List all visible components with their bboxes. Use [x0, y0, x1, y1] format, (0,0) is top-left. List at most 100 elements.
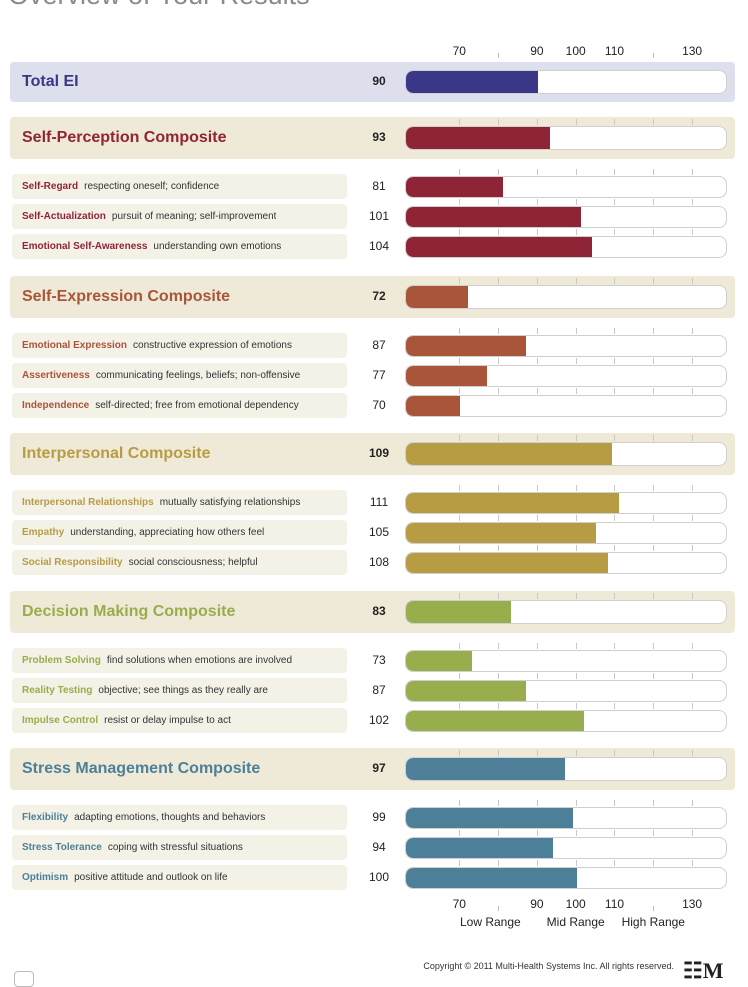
axis-tick-bottom-100: 100: [565, 897, 586, 911]
score-self-regard: 81: [372, 178, 386, 193]
grid-mark-reality-testing-90: [536, 672, 538, 679]
grid-mark-stress-management-composite-120: [653, 750, 655, 756]
grid-mark-optimism-130: [692, 859, 694, 866]
grid-mark-reality-testing-80: [498, 672, 500, 679]
grid-mark-empathy-130: [692, 514, 694, 521]
grid-mark-self-regard-90: [536, 168, 538, 175]
grid-mark-optimism-110: [614, 859, 616, 866]
row-desc-self-regard: respecting oneself; confidence: [84, 181, 220, 192]
bar-emotional-expression: [406, 335, 527, 356]
grid-mark-emotional-expression-100: [575, 327, 577, 334]
grid-mark-decision-making-composite-100: [575, 593, 577, 599]
grid-mark-reality-testing-120: [653, 672, 655, 679]
bar-social-responsibility: [406, 552, 608, 573]
grid-mark-independence-70: [459, 387, 461, 394]
bar-track-self-regard: [405, 175, 727, 198]
grid-mark-reality-testing-110: [614, 672, 616, 679]
row-bg-emotional-self-awareness: [12, 234, 347, 259]
row-bg-interpersonal-relationships: [12, 490, 347, 515]
row-bg-independence: [12, 393, 347, 418]
row-bg-flexibility: [12, 805, 347, 830]
row-bg-optimism: [12, 865, 347, 890]
grid-mark-decision-making-composite-80: [498, 593, 500, 599]
grid-mark-assertiveness-120: [653, 357, 655, 364]
bar-track-independence: [405, 394, 727, 417]
row-name-interpersonal-composite: Interpersonal Composite: [22, 445, 211, 462]
grid-mark-decision-making-composite-120: [653, 593, 655, 599]
bar-self-expression-composite: [406, 286, 469, 308]
row-name-stress-management-composite: Stress Management Composite: [22, 760, 261, 777]
row-name-self-perception-composite: Self-Perception Composite: [22, 129, 227, 146]
grid-mark-emotional-self-awareness-120: [653, 228, 655, 235]
grid-mark-empathy-100: [575, 514, 577, 521]
row-name-social-responsibility: Social Responsibility: [22, 557, 123, 568]
grid-mark-interpersonal-composite-120: [653, 435, 655, 441]
grid-mark-self-perception-composite-80: [498, 119, 500, 125]
row-bg-problem-solving: [12, 648, 347, 673]
grid-mark-stress-management-composite-80: [498, 750, 500, 756]
grid-mark-impulse-control-90: [536, 702, 538, 709]
row-name-empathy: Empathy: [22, 527, 65, 538]
grid-mark-flexibility-110: [614, 799, 616, 806]
grid-mark-problem-solving-90: [536, 642, 538, 649]
grid-mark-stress-management-composite-110: [614, 750, 616, 756]
grid-mark-empathy-70: [459, 514, 461, 521]
copyright-text: Copyright © 2011 Multi-Health Systems In…: [423, 961, 674, 971]
axis-tick-top-70: 70: [452, 44, 466, 58]
grid-mark-flexibility-100: [575, 799, 577, 806]
row-bg-empathy: [12, 520, 347, 545]
axis-tick-top-90: 90: [530, 44, 544, 58]
row-label-social-responsibility: Social Responsibility social consciousnes…: [22, 550, 258, 575]
grid-mark-decision-making-composite-90: [536, 593, 538, 599]
row-desc-empathy: understanding, appreciating how others f…: [70, 527, 265, 538]
grid-mark-interpersonal-composite-90: [536, 435, 538, 441]
page-corner-icon: [14, 971, 34, 987]
logo-mark-icon: ☷: [683, 958, 703, 983]
grid-mark-emotional-expression-90: [536, 327, 538, 334]
row-name-stress-tolerance: Stress Tolerance: [22, 842, 102, 853]
row-name-flexibility: Flexibility: [22, 812, 69, 823]
row-label-flexibility: Flexibility adapting emotions, thoughts a…: [22, 805, 265, 830]
score-decision-making-composite: 83: [372, 604, 386, 618]
grid-mark-self-expression-composite-90: [536, 278, 538, 284]
grid-mark-social-responsibility-80: [498, 544, 500, 551]
grid-mark-self-expression-composite-80: [498, 278, 500, 284]
bar-track-problem-solving: [405, 649, 727, 672]
grid-mark-emotional-self-awareness-110: [614, 228, 616, 235]
grid-mark-self-perception-composite-100: [575, 119, 577, 125]
grid-mark-optimism-120: [653, 859, 655, 866]
grid-mark-impulse-control-110: [614, 702, 616, 709]
bar-interpersonal-composite: [406, 443, 612, 465]
grid-mark-impulse-control-80: [498, 702, 500, 709]
row-desc-stress-tolerance: coping with stressful situations: [107, 842, 243, 853]
grid-mark-emotional-expression-130: [692, 327, 694, 334]
bar-stress-tolerance: [406, 837, 554, 858]
row-desc-self-actualization: pursuit of meaning; self-improvement: [111, 211, 277, 222]
grid-mark-problem-solving-100: [575, 642, 577, 649]
row-name-interpersonal-relationships: Interpersonal Relationships: [22, 497, 154, 508]
grid-mark-emotional-self-awareness-130: [692, 228, 694, 235]
grid-mark-assertiveness-90: [536, 357, 538, 364]
bar-self-regard: [406, 176, 503, 197]
score-self-perception-composite: 93: [372, 130, 386, 144]
publisher-logo: ☷M: [683, 958, 724, 984]
grid-mark-interpersonal-relationships-130: [692, 484, 694, 491]
range-label-high-range: High Range: [621, 915, 685, 929]
grid-mark-emotional-self-awareness-90: [536, 228, 538, 235]
bar-track-assertiveness: [405, 364, 727, 387]
row-bg-assertiveness: [12, 363, 347, 388]
grid-mark-reality-testing-70: [459, 672, 461, 679]
score-self-actualization: 101: [368, 208, 390, 223]
grid-mark-stress-tolerance-130: [692, 829, 694, 836]
grid-mark-flexibility-70: [459, 799, 461, 806]
score-flexibility: 99: [372, 809, 386, 824]
grid-mark-decision-making-composite-130: [692, 593, 694, 599]
grid-mark-empathy-120: [653, 514, 655, 521]
grid-mark-interpersonal-relationships-70: [459, 484, 461, 491]
grid-mark-problem-solving-120: [653, 642, 655, 649]
row-name-self-expression-composite: Self-Expression Composite: [22, 288, 231, 305]
grid-mark-self-actualization-100: [575, 198, 577, 205]
grid-mark-assertiveness-130: [692, 357, 694, 364]
grid-mark-self-regard-110: [614, 168, 616, 175]
score-interpersonal-composite: 109: [368, 446, 390, 460]
